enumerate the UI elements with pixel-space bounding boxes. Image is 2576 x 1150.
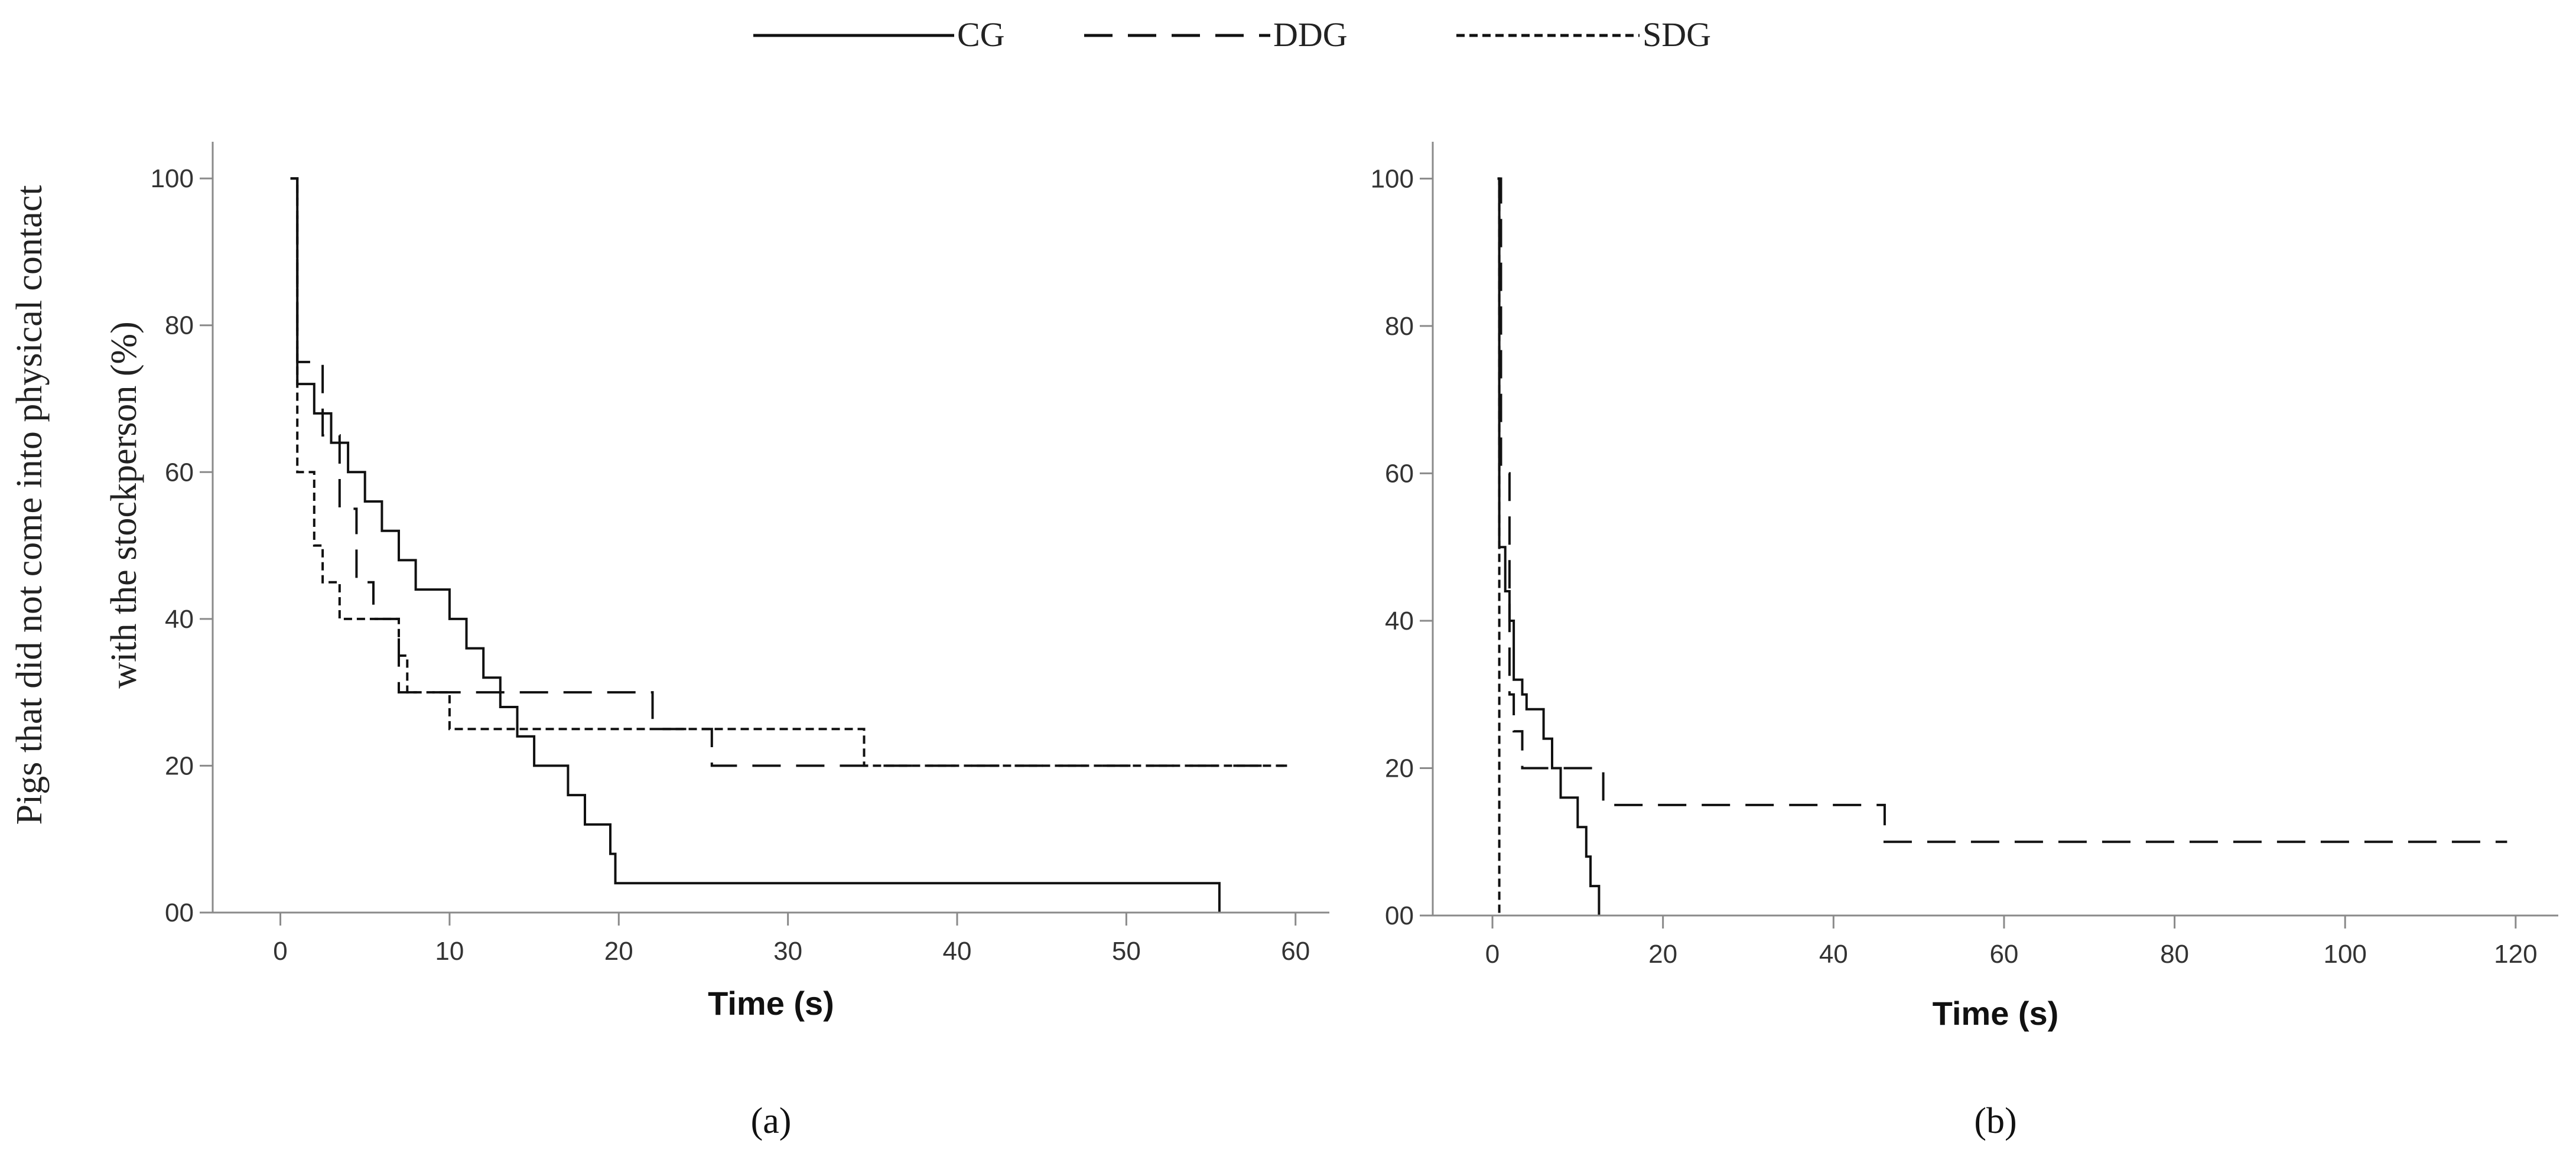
panel-a-label: (a): [751, 1101, 792, 1141]
panel-b-y-tick-label: 00: [1385, 901, 1414, 930]
panel-a-x-tick-label: 20: [604, 937, 633, 966]
panel-a-series-cg: [290, 177, 1221, 913]
panel-a-x-axis-title: Time (s): [708, 985, 834, 1022]
panel-b-y-tick-label: 100: [1371, 164, 1414, 193]
y-axis-title-line-2: with the stockperson (%): [104, 321, 144, 689]
panel-b-y-tick-label: 20: [1385, 754, 1414, 783]
legend-label-ddg: DDG: [1273, 15, 1348, 54]
legend-item-sdg: SDG: [1456, 15, 1711, 54]
panel-b-label: (b): [1974, 1101, 2016, 1141]
panel-a-y-tick-label: 20: [165, 751, 194, 780]
panel-a-x-tick-label: 0: [273, 937, 287, 966]
panel-a-x-tick-label: 50: [1112, 937, 1141, 966]
panel-b-y-tick-label: 80: [1385, 312, 1414, 341]
panel-a-ticks: 0 10 20 30 40 50 60 00 20 40 60 80 100: [151, 164, 1310, 966]
panel-a-y-tick-label: 00: [165, 898, 194, 927]
panel-b-axes: [1432, 142, 2558, 917]
panel-b-series-sdg: [1497, 177, 1501, 916]
panel-b-x-tick-label: 40: [1819, 940, 1848, 969]
panel-b-series-cg: [1497, 177, 1601, 916]
legend-item-ddg: DDG: [1084, 15, 1348, 54]
panel-b-ticks: 0 20 40 60 80 100 120 00 20 40 60 80 100: [1371, 164, 2538, 969]
panel-a-y-tick-label: 80: [165, 311, 194, 340]
panel-b-x-tick-label: 20: [1648, 940, 1677, 969]
legend-item-cg: CG: [753, 15, 1005, 54]
panel-b-x-tick-label: 80: [2160, 940, 2189, 969]
panel-b-y-tick-label: 60: [1385, 459, 1414, 488]
panel-b-x-tick-label: 0: [1485, 940, 1500, 969]
y-axis-title: Pigs that did not come into physical con…: [9, 185, 144, 825]
panel-b-series: [1497, 177, 2507, 916]
panel-a-x-tick-label: 30: [773, 937, 802, 966]
panel-a-axes: [212, 142, 1329, 914]
legend-label-cg: CG: [957, 15, 1005, 54]
panel-a-x-tick-label: 10: [435, 937, 464, 966]
panel-b-x-tick-label: 60: [1989, 940, 2018, 969]
chart-panel-b: 0 20 40 60 80 100 120 00 20 40 60 80 100 Time (s) (b…: [1371, 142, 2558, 1141]
panel-b-x-axis-title: Time (s): [1933, 995, 2059, 1032]
legend-label-sdg: SDG: [1642, 15, 1711, 54]
panel-a-series: [290, 177, 1287, 913]
panel-b-y-tick-label: 40: [1385, 607, 1414, 636]
panel-a-y-tick-label: 40: [165, 605, 194, 634]
panel-a-y-tick-label: 100: [151, 164, 194, 193]
panel-b-x-tick-label: 120: [2494, 940, 2537, 969]
chart-panel-a: 0 10 20 30 40 50 60 00 20 40 60 80 100 Time (s) (a): [151, 142, 1329, 1141]
panel-b-x-tick-label: 100: [2323, 940, 2366, 969]
panel-b-series-ddg: [1497, 177, 2507, 843]
panel-a-y-tick-label: 60: [165, 458, 194, 487]
panel-a-series-sdg: [290, 177, 1287, 767]
panel-a-x-tick-label: 40: [943, 937, 972, 966]
panel-a-series-ddg: [290, 177, 1287, 767]
legend: CG DDG SDG: [753, 15, 1711, 54]
panel-a-x-tick-label: 60: [1281, 937, 1310, 966]
y-axis-title-line-1: Pigs that did not come into physical con…: [9, 185, 50, 825]
